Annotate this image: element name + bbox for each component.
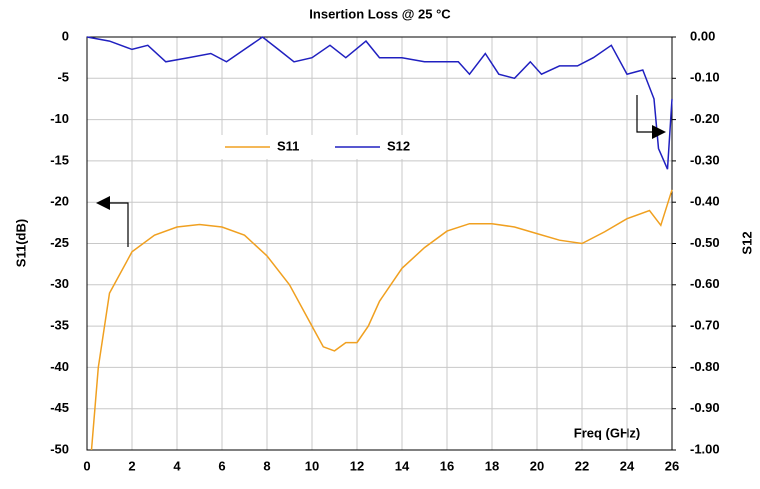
y-axis-label: S11(dB) (13, 219, 28, 267)
x-tick-label: 8 (263, 458, 270, 473)
y2-tick-label: -0.90 (690, 400, 720, 415)
y2-tick-label: -0.70 (690, 318, 720, 333)
arrow-head (652, 125, 666, 139)
y-tick-label: -20 (50, 194, 69, 209)
legend-label: S12 (387, 138, 410, 153)
y2-tick-label: -1.00 (690, 441, 720, 456)
y2-tick-label: -0.60 (690, 276, 720, 291)
x-tick-label: 26 (665, 458, 679, 473)
x-tick-label: 22 (575, 458, 589, 473)
y-tick-label: -35 (50, 318, 69, 333)
y2-tick-label: 0.00 (690, 28, 715, 43)
x-tick-label: 10 (305, 458, 319, 473)
arrow-s11 (106, 202, 129, 247)
y2-tick-label: -0.40 (690, 194, 720, 209)
x-tick-label: 14 (395, 458, 410, 473)
x-tick-label: 0 (83, 458, 90, 473)
y-tick-label: 0 (62, 28, 69, 43)
y2-tick-label: -0.20 (690, 111, 720, 126)
y-tick-label: -25 (50, 235, 69, 250)
x-tick-label: 2 (128, 458, 135, 473)
y2-tick-label: -0.10 (690, 70, 720, 85)
y-tick-label: -5 (57, 70, 69, 85)
x-tick-label: 24 (620, 458, 635, 473)
y-tick-label: -40 (50, 359, 69, 374)
y2-axis-label: S12 (739, 231, 754, 254)
y2-tick-label: -0.30 (690, 152, 720, 167)
series-line (90, 189, 673, 451)
x-axis-label: Freq (GHz) (574, 425, 640, 440)
chart-title: Insertion Loss @ 25 °C (309, 6, 451, 21)
arrow-s12 (636, 95, 652, 133)
y-tick-label: -10 (50, 111, 69, 126)
y2-tick-label: -0.80 (690, 359, 720, 374)
series-line (86, 36, 673, 170)
y-tick-label: -30 (50, 276, 69, 291)
x-tick-label: 20 (530, 458, 544, 473)
arrow-head (96, 196, 110, 210)
x-tick-label: 18 (485, 458, 499, 473)
legend-label: S11 (277, 138, 299, 153)
y-tick-label: -45 (50, 400, 69, 415)
x-tick-label: 16 (440, 458, 454, 473)
y2-tick-label: -0.50 (690, 235, 720, 250)
x-tick-label: 6 (218, 458, 225, 473)
x-tick-label: 4 (173, 458, 181, 473)
y-tick-label: -15 (50, 152, 69, 167)
y-tick-label: -50 (50, 441, 69, 456)
plot-frame (86, 36, 673, 451)
x-tick-label: 12 (350, 458, 364, 473)
